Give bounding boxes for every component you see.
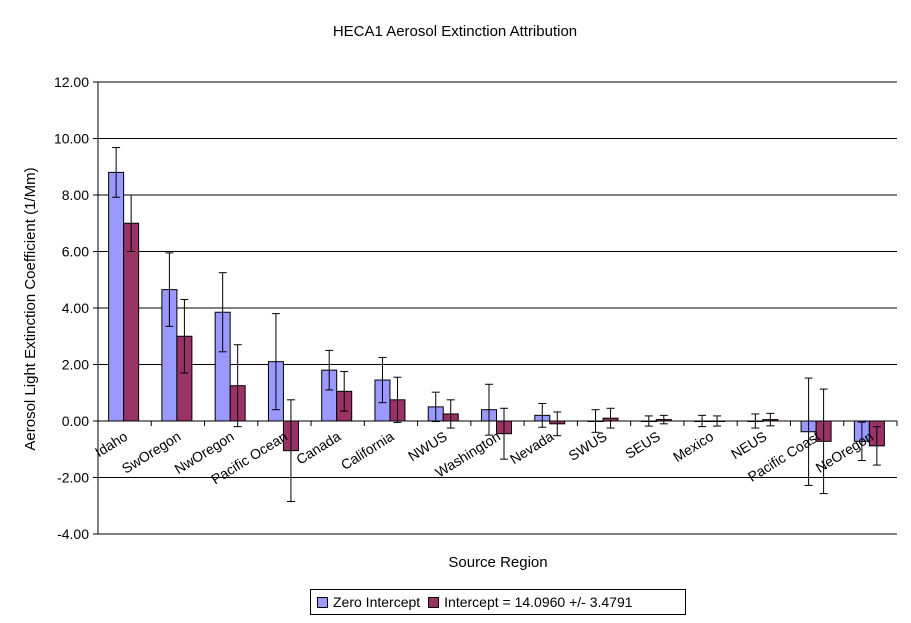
y-tick-label: 0.00 bbox=[62, 413, 89, 429]
chart-title: HECA1 Aerosol Extinction Attribution bbox=[333, 23, 577, 40]
category-label: California bbox=[338, 428, 397, 473]
bar-2 bbox=[123, 222, 140, 422]
category-label: SwOregon bbox=[119, 428, 184, 477]
y-tick-label: 12.00 bbox=[54, 74, 89, 90]
category-label: SWUS bbox=[566, 428, 610, 464]
category-label: Canada bbox=[293, 428, 343, 468]
legend-item-series-1: Zero Intercept bbox=[317, 594, 420, 610]
legend-swatch-series-2 bbox=[428, 596, 440, 608]
legend-swatch-series-1 bbox=[317, 596, 328, 608]
category-label: NEUS bbox=[728, 428, 769, 462]
category-label: Mexico bbox=[670, 428, 716, 465]
y-tick-label: 8.00 bbox=[62, 187, 89, 203]
y-tick-label: -2.00 bbox=[57, 470, 89, 486]
legend-label-series-1: Zero Intercept bbox=[333, 594, 421, 610]
y-axis-title: Aerosol Light Extinction Coefficient (1/… bbox=[22, 167, 39, 450]
y-tick-label: 10.00 bbox=[54, 131, 89, 147]
bar-1 bbox=[108, 171, 125, 422]
y-tick-label: 2.00 bbox=[62, 357, 89, 373]
y-tick-label: 4.00 bbox=[62, 300, 89, 316]
category-label: SEUS bbox=[622, 428, 663, 462]
category-label: NWUS bbox=[405, 428, 450, 464]
legend-item-series-2: Intercept = 14.0960 +/- 3.4791 bbox=[428, 594, 633, 610]
y-tick-label: -4.00 bbox=[57, 526, 89, 542]
legend-label-series-2: Intercept = 14.0960 +/- 3.4791 bbox=[444, 594, 633, 610]
plot-area: 12.00 10.00 8.00 6.00 4.00 2.00 0.00 -2.00 -4.00… bbox=[54, 74, 898, 542]
category-label: Nevada bbox=[507, 428, 557, 467]
y-tick-label: 6.00 bbox=[62, 244, 89, 260]
chart-legend: Zero Intercept Intercept = 14.0960 +/- 3… bbox=[310, 589, 686, 615]
x-axis-title: Source Region bbox=[448, 554, 547, 571]
